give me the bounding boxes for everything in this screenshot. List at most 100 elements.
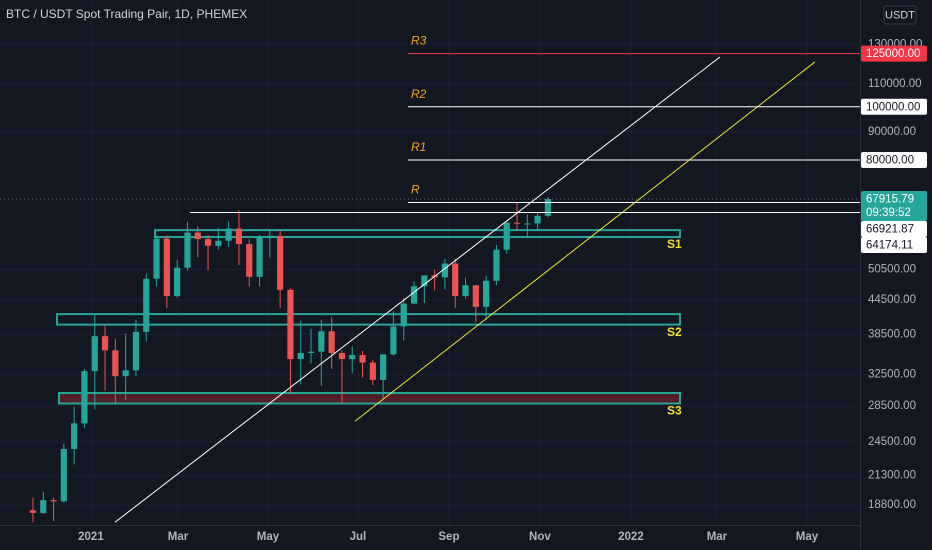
- x-tick-label: Sep: [438, 531, 459, 543]
- price-label-box: [861, 220, 927, 237]
- price-label: 80000.00: [866, 154, 914, 166]
- candle-body: [328, 331, 335, 353]
- chart-title: BTC / USDT Spot Trading Pair, 1D, PHEMEX: [6, 7, 247, 21]
- candle-body: [349, 354, 356, 360]
- candle-body: [318, 331, 325, 352]
- y-tick-label: 28500.00: [868, 400, 916, 412]
- countdown: 09:39:52: [866, 207, 911, 219]
- price-label-box: [861, 45, 927, 62]
- candle-body: [534, 215, 541, 224]
- candle-body: [390, 326, 397, 355]
- level-name: R: [411, 183, 420, 197]
- price-label-box: [861, 151, 927, 168]
- level-name: R1: [411, 140, 426, 154]
- support-zone: [58, 391, 681, 405]
- candle-body: [544, 198, 552, 216]
- price-label-box: [861, 236, 927, 253]
- candle-body: [101, 336, 109, 351]
- price-label-box: [861, 98, 927, 115]
- plot-area: [0, 0, 860, 525]
- candle-body: [452, 263, 459, 297]
- support-zone: [154, 229, 681, 239]
- y-tick-label: 110000.00: [868, 78, 922, 90]
- x-tick-label: 2021: [78, 531, 104, 543]
- candle-body: [380, 354, 387, 380]
- candle-body: [287, 289, 294, 360]
- currency: USDT: [885, 9, 915, 21]
- y-tick-label: 32500.00: [868, 369, 916, 381]
- trendline: [354, 61, 816, 422]
- candle-body: [163, 238, 170, 297]
- price-axis: 18800.00 21300.00 24500.00 28500.00 32500.00…: [861, 38, 927, 511]
- candle-body: [338, 352, 346, 360]
- y-tick-label: 18800.00: [868, 499, 916, 511]
- x-tick-label: Mar: [168, 531, 189, 543]
- candle-body: [29, 510, 37, 513]
- candle-body: [256, 237, 263, 277]
- candle-body: [359, 354, 366, 363]
- candle-body: [266, 235, 273, 238]
- candle-body: [143, 278, 150, 332]
- candle-body: [410, 286, 418, 304]
- y-tick-label: 50500.00: [868, 264, 916, 276]
- candle-body: [246, 244, 253, 277]
- candle-body: [441, 263, 449, 278]
- x-tick-label: 2022: [618, 531, 644, 543]
- price-label: 64174.11: [866, 240, 913, 252]
- candle-body: [369, 362, 376, 380]
- candle-body: [462, 285, 469, 297]
- candle-body: [297, 352, 304, 360]
- x-tick-label: May: [257, 531, 280, 543]
- x-tick-label: Nov: [529, 531, 551, 543]
- y-tick-label: 24500.00: [868, 436, 916, 448]
- candle-body: [235, 228, 243, 245]
- candle-body: [503, 222, 510, 250]
- zone-name: S2: [667, 325, 682, 339]
- zone-name: S1: [667, 237, 682, 251]
- candle-body: [472, 285, 479, 307]
- candle-body: [174, 267, 181, 297]
- candle-body: [122, 370, 129, 377]
- candle-body: [112, 350, 119, 377]
- price-label: 67915.79: [866, 194, 914, 206]
- candle-body: [215, 240, 222, 246]
- candle-body: [307, 351, 315, 353]
- candle-body: [493, 249, 500, 281]
- price-label: 125000.00: [866, 48, 920, 60]
- candle-body: [91, 336, 98, 372]
- candle-body: [60, 448, 67, 502]
- candle-body: [204, 239, 212, 246]
- candle-body: [194, 232, 201, 240]
- support-zone: [56, 313, 681, 326]
- y-tick-label: 38500.00: [868, 328, 916, 340]
- price-label: 100000.00: [866, 101, 920, 113]
- y-tick-label: 44500.00: [868, 294, 916, 306]
- candle-body: [400, 303, 407, 327]
- candle-body: [277, 235, 284, 290]
- candle-body: [132, 331, 140, 371]
- candle-body: [50, 500, 57, 502]
- y-tick-label: 21300.00: [868, 469, 916, 481]
- candle-body: [71, 423, 78, 449]
- price-label-box: [861, 190, 927, 221]
- candle-body: [513, 222, 521, 224]
- level-name: R3: [411, 34, 427, 48]
- candle-body: [40, 500, 47, 513]
- candle-body: [153, 238, 160, 279]
- currency-badge[interactable]: [883, 5, 917, 25]
- candle-body: [524, 223, 531, 225]
- candle-body: [184, 232, 191, 268]
- candle-body: [81, 371, 88, 424]
- x-tick-label: Jul: [350, 531, 367, 543]
- x-tick-label: Mar: [707, 531, 728, 543]
- trendline: [114, 56, 721, 523]
- candle-body: [421, 275, 428, 287]
- candle-body: [483, 280, 490, 307]
- x-tick-label: May: [796, 531, 819, 543]
- candle-body: [225, 228, 232, 241]
- price-label: 66921.87: [866, 224, 914, 236]
- y-tick-label: 90000.00: [868, 126, 916, 138]
- zone-name: S3: [667, 404, 682, 418]
